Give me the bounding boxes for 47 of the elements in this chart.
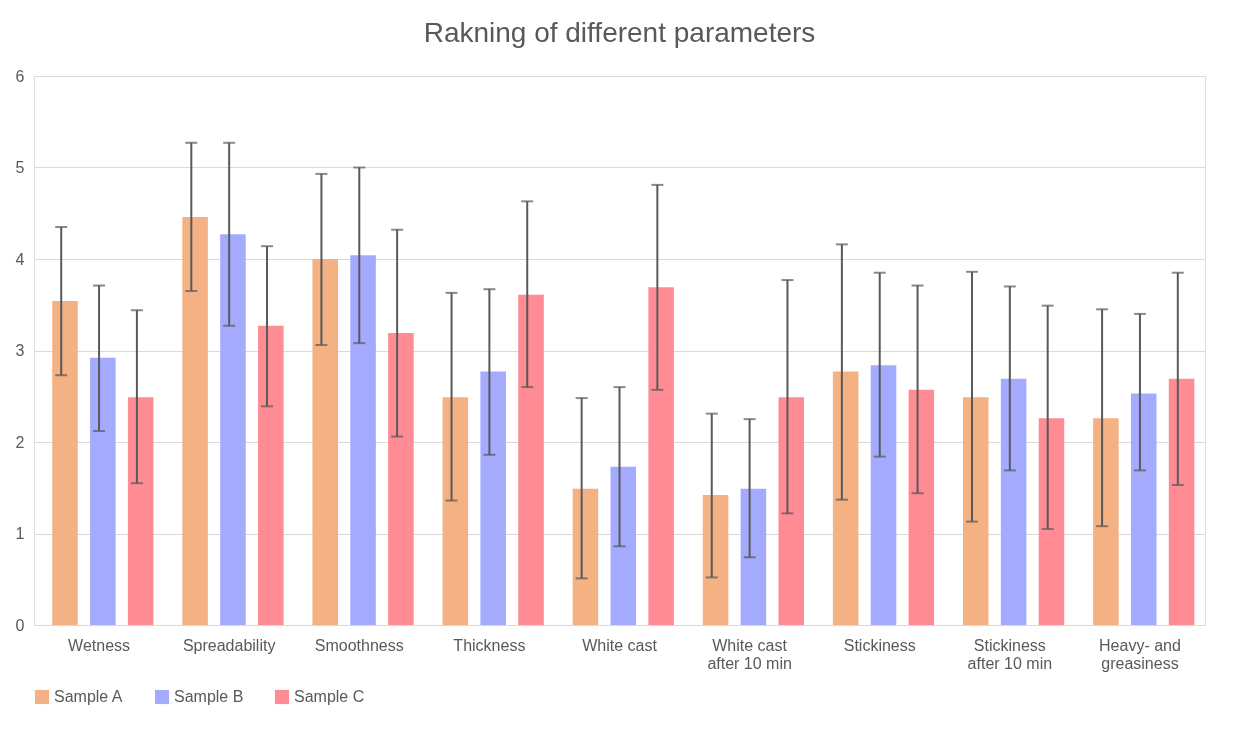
legend-label: Sample A (54, 688, 123, 705)
legend-label: Sample B (174, 688, 244, 705)
x-tick-label: Stickiness after 10 min (967, 636, 1053, 672)
y-tick-label: 0 (15, 616, 25, 634)
bar (1038, 418, 1065, 625)
bar (182, 216, 208, 625)
y-tick-label: 5 (15, 159, 25, 176)
y-tick-label: 1 (15, 525, 25, 542)
bar (312, 259, 338, 625)
bar (480, 371, 506, 625)
bar (610, 466, 637, 625)
bar (388, 333, 414, 625)
x-tick-label: Thickness (453, 636, 526, 654)
x-tick-label: White cast after 10 min (707, 636, 792, 672)
bar (1130, 393, 1157, 625)
bar (778, 397, 805, 625)
y-tick-label: 4 (15, 250, 25, 268)
x-tick-label: Spreadability (182, 636, 276, 654)
bar (127, 397, 154, 625)
x-tick-label: Smoothness (314, 636, 404, 654)
bar (870, 365, 897, 625)
chart-title: Rakning of different parameters (423, 17, 816, 48)
x-tick-label: White cast (582, 636, 658, 654)
x-tick-label: Wetness (68, 636, 131, 654)
bar (702, 495, 729, 625)
bar (908, 389, 935, 625)
x-tick-label: Stickiness (843, 636, 916, 654)
bar (1168, 378, 1195, 625)
bar (442, 397, 469, 625)
bar (518, 294, 544, 625)
y-tick-label: 3 (15, 342, 25, 359)
y-tick-label: 2 (15, 433, 25, 451)
legend-label: Sample C (294, 688, 365, 705)
bar (1093, 418, 1119, 625)
bar (258, 325, 284, 625)
bar (350, 255, 376, 625)
bar (52, 301, 78, 625)
bar (90, 357, 116, 625)
bar (220, 234, 246, 625)
bar (832, 371, 859, 625)
bar (1000, 378, 1027, 625)
bar (962, 397, 989, 625)
y-tick-label: 6 (15, 67, 25, 85)
bar (572, 488, 599, 625)
bar (740, 488, 767, 625)
bar (648, 287, 674, 625)
x-tick-label: Heavy- and greasiness (1099, 636, 1181, 672)
